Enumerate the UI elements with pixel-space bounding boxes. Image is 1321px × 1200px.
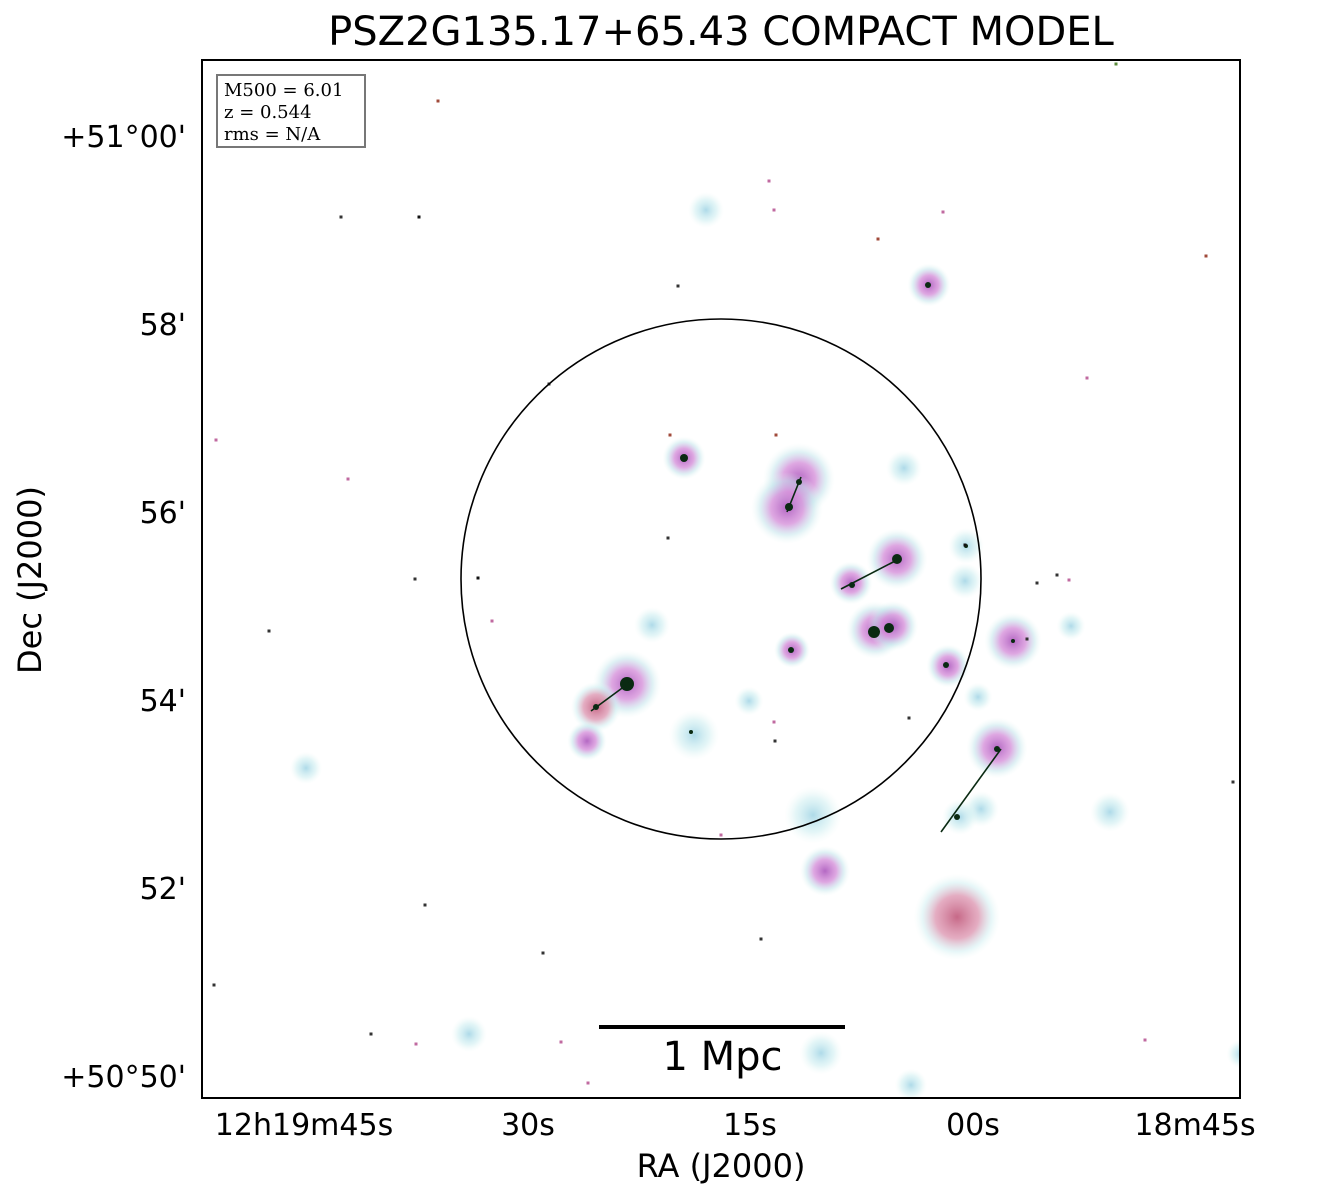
xtick-label: 15s	[723, 1108, 777, 1143]
legend-rms: rms = N/A	[224, 124, 321, 145]
ytick-label: +51°00'	[61, 120, 186, 155]
source-halo	[1056, 611, 1086, 641]
noise-speck	[907, 716, 911, 720]
source-core	[954, 814, 960, 820]
noise-speck	[267, 629, 271, 633]
noise-speck	[772, 720, 776, 724]
xtick-label: 18m45s	[1134, 1108, 1256, 1143]
noise-speck	[963, 543, 967, 547]
noise-speck	[666, 536, 670, 540]
noise-speck	[559, 1040, 563, 1044]
xtick-label: 30s	[501, 1108, 555, 1143]
noise-speck	[214, 438, 218, 442]
source-halo	[894, 1068, 928, 1099]
noise-speck	[1204, 254, 1208, 258]
source-halo	[668, 709, 720, 761]
x-axis-label: RA (J2000)	[636, 1147, 806, 1185]
source-halo	[799, 845, 851, 897]
plot-title: PSZ2G135.17+65.43 COMPACT MODEL	[328, 9, 1114, 55]
source-core	[943, 662, 949, 668]
ytick-label: 52'	[139, 872, 186, 907]
noise-speck	[1231, 780, 1235, 784]
source-halo	[886, 450, 922, 486]
source-halo	[963, 682, 993, 712]
source-jet	[786, 476, 802, 513]
radio-sources	[289, 192, 1241, 1099]
source-core	[1011, 639, 1015, 643]
noise-speck	[668, 433, 672, 437]
noise-speck	[413, 577, 417, 581]
source-core	[868, 626, 880, 638]
noise-speck	[1114, 62, 1118, 66]
noise-speck	[941, 210, 945, 214]
source-halo	[688, 192, 724, 228]
source-core	[994, 746, 1000, 752]
ytick-label: 54'	[139, 684, 186, 719]
r500-circle	[460, 318, 982, 840]
source-jet	[840, 558, 900, 590]
source-jet	[940, 748, 1002, 833]
source-halo	[784, 786, 842, 844]
ytick-label: 56'	[139, 496, 186, 531]
source-halo	[567, 721, 607, 761]
noise-speck	[586, 1081, 590, 1085]
info-legend: M500 = 6.01 z = 0.544 rms = N/A	[216, 74, 366, 148]
source-halo	[799, 1031, 843, 1075]
noise-speck	[1055, 573, 1059, 577]
noise-speck	[1085, 376, 1089, 380]
noise-speck	[417, 215, 421, 219]
noise-speck	[541, 951, 545, 955]
y-axis-label: Dec (J2000)	[11, 486, 49, 674]
noise-speck	[773, 739, 777, 743]
noise-speck	[719, 833, 723, 837]
source-halo	[1226, 1039, 1241, 1069]
noise-speck	[676, 284, 680, 288]
noise-speck	[1035, 581, 1039, 585]
noise-speck	[346, 477, 350, 481]
legend-m500: M500 = 6.01	[224, 80, 344, 101]
noise-speck	[212, 983, 216, 987]
source-core	[689, 730, 693, 734]
xtick-label: 00s	[946, 1108, 1000, 1143]
noise-speck	[369, 1032, 373, 1036]
noise-speck	[436, 99, 440, 103]
source-halo	[634, 607, 670, 643]
source-halo	[913, 873, 1001, 961]
source-jet	[590, 682, 630, 712]
noise-speck	[876, 237, 880, 241]
source-core	[680, 454, 688, 462]
source-core	[884, 623, 894, 633]
source-halo	[451, 1016, 487, 1052]
noise-speck	[1067, 578, 1071, 582]
noise-specks	[212, 62, 1235, 1085]
legend-redshift: z = 0.544	[224, 102, 312, 123]
noise-speck	[423, 903, 427, 907]
noise-speck	[339, 215, 343, 219]
noise-speck	[772, 208, 776, 212]
ytick-label: 58'	[139, 308, 186, 343]
sky-image-plot	[201, 59, 1241, 1099]
noise-speck	[490, 619, 494, 623]
noise-speck	[759, 937, 763, 941]
source-halo	[289, 751, 323, 785]
xtick-label: 12h19m45s	[214, 1108, 394, 1143]
source-core	[925, 282, 931, 288]
plot-frame	[201, 59, 1241, 1099]
noise-speck	[1025, 637, 1029, 641]
scalebar-label: 1 Mpc	[662, 1034, 783, 1080]
noise-speck	[414, 1042, 418, 1046]
source-halo	[734, 686, 764, 716]
noise-speck	[476, 576, 480, 580]
ytick-label: +50°50'	[61, 1060, 186, 1095]
source-core	[788, 647, 794, 653]
noise-speck	[774, 433, 778, 437]
noise-speck	[767, 179, 771, 183]
noise-speck	[1143, 1038, 1147, 1042]
source-halo	[947, 563, 983, 599]
source-halo	[1090, 792, 1130, 832]
